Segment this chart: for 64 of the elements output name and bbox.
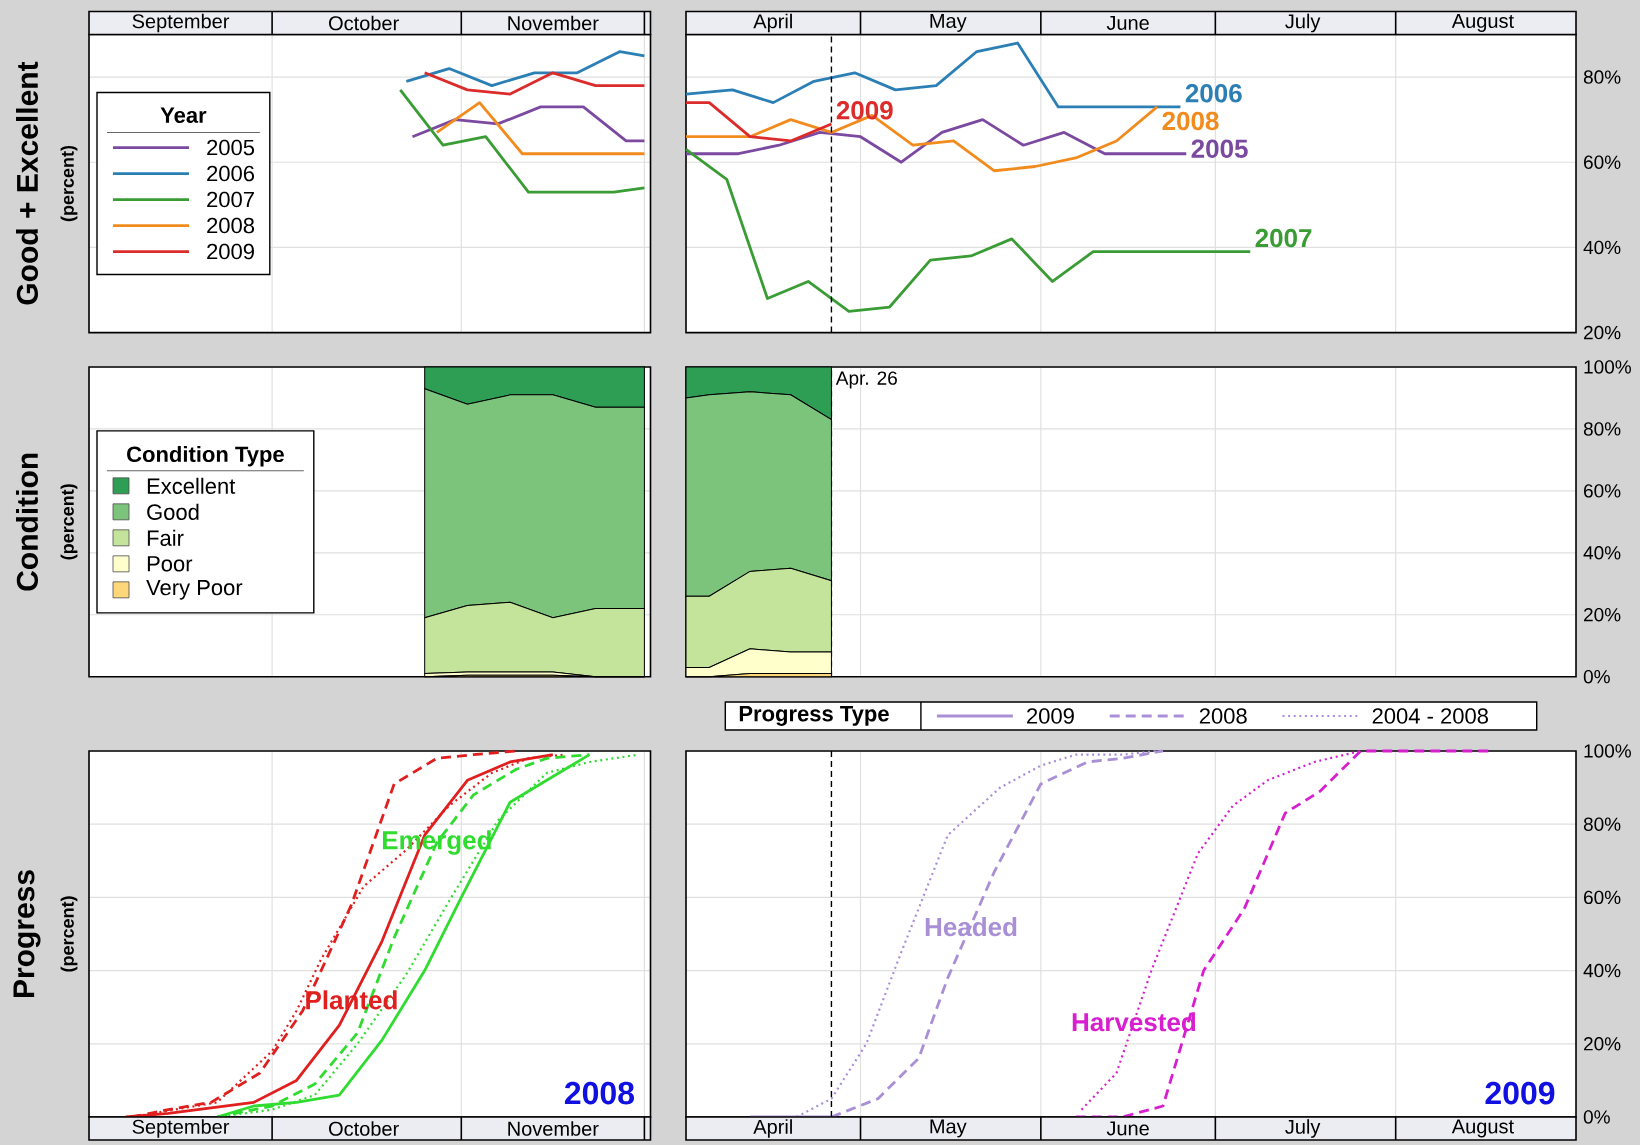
annotation: Harvested [1072, 1012, 1196, 1032]
series-label: 2009 [836, 101, 893, 120]
x-tick-label: November [508, 1121, 599, 1136]
x-tick-label: August [1451, 1119, 1514, 1138]
legend-label: 2008 [1199, 708, 1247, 724]
legend-label: Fair [147, 529, 184, 546]
x-tick-label: October [329, 15, 399, 31]
y-tick-label: 60% [1584, 155, 1621, 169]
legend-label: Excellent [147, 477, 236, 494]
series-label: 2007 [1255, 228, 1312, 248]
text: 2009 [1485, 1081, 1555, 1105]
x-tick-label: October [329, 1121, 399, 1136]
legend-label: Good [147, 503, 199, 520]
legend-label: 2004 - 2008 [1372, 708, 1488, 724]
series-label: 2008 [1162, 111, 1219, 131]
legend-label: 2005 [207, 139, 255, 156]
x-tick-label: September [132, 13, 230, 33]
x-tick-label: May [930, 1119, 967, 1138]
y-tick-label: 80% [1583, 70, 1621, 84]
legend-label: 2007 [207, 191, 254, 208]
y-tick-label: 40% [1583, 963, 1621, 978]
x-tick-label: June [1106, 16, 1149, 30]
series-label: 2006 [1185, 84, 1242, 103]
y-tick-label: 20% [1584, 608, 1621, 622]
y-tick-label: 80% [1583, 422, 1621, 436]
y-tick-label: 0% [1583, 1110, 1610, 1124]
x-tick-label: June [1106, 1121, 1149, 1136]
x-tick-label: July [1285, 13, 1321, 33]
y-tick-label: 60% [1584, 890, 1621, 905]
annotation: Headed [925, 917, 1017, 937]
x-tick-label: November [508, 15, 599, 31]
y-tick-label: 100% [1584, 360, 1631, 374]
y-axis-title: Condition [15, 453, 39, 591]
x-tick-label: April [753, 13, 792, 33]
y-axis-title: Progress [13, 870, 41, 998]
x-tick-label: August [1451, 14, 1514, 32]
legend-title: Year [160, 107, 207, 123]
legend-label: 2008 [207, 217, 255, 234]
legend-label: Poor [147, 556, 193, 572]
x-tick-label: May [930, 14, 967, 32]
y-axis-title: Good + Excellent [15, 61, 39, 305]
text: (percent) [60, 896, 78, 972]
y-tick-label: 100% [1584, 744, 1631, 758]
x-tick-label: September [132, 1119, 230, 1138]
text: (percent) [60, 145, 78, 222]
y-tick-label: 40% [1583, 240, 1621, 255]
legend-label: 2009 [1027, 708, 1074, 724]
y-tick-label: 80% [1583, 817, 1621, 831]
series-label: 2005 [1191, 139, 1248, 158]
legend-label: 2009 [207, 243, 254, 260]
x-tick-label: July [1285, 1119, 1321, 1138]
text: (percent) [60, 484, 78, 560]
legend-label: Very Poor [146, 580, 243, 600]
legend-title: Condition Type [127, 445, 284, 467]
y-tick-label: 40% [1583, 546, 1621, 560]
ref-line-label: Apr. 26 [835, 371, 897, 389]
x-tick-label: April [753, 1119, 792, 1138]
y-tick-label: 60% [1584, 484, 1621, 498]
y-tick-label: 20% [1584, 325, 1621, 340]
y-tick-label: 20% [1584, 1037, 1621, 1051]
legend-title: Progress Type [739, 706, 889, 726]
text: 2008 [564, 1081, 635, 1105]
legend-label: 2006 [207, 165, 255, 182]
y-tick-label: 0% [1583, 669, 1610, 684]
